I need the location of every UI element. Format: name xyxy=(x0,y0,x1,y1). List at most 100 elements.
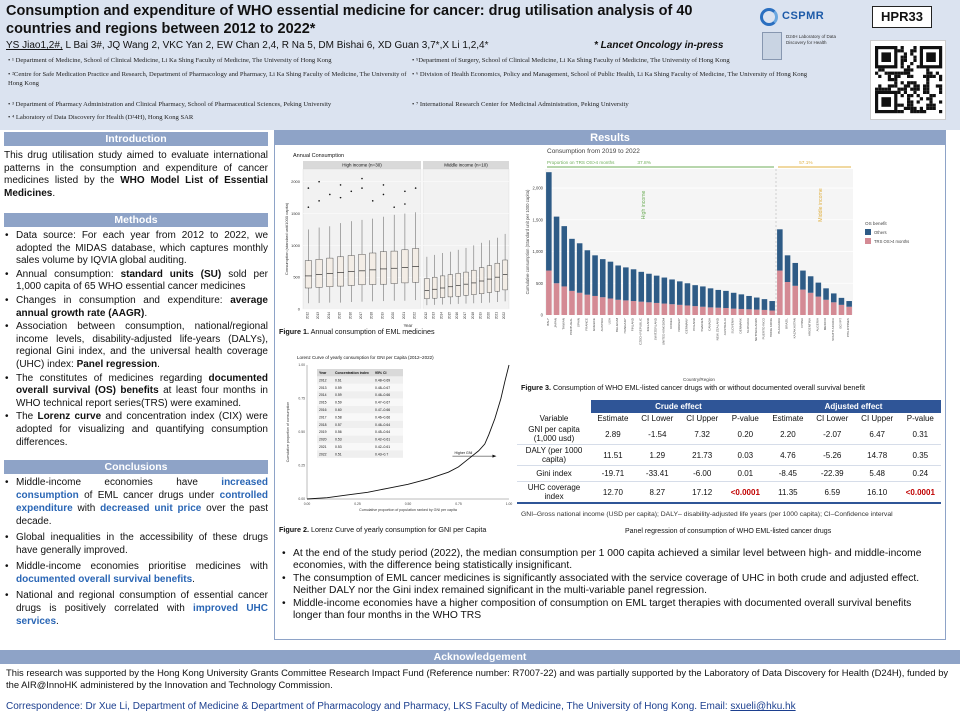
table-column-header: CI Upper xyxy=(861,414,894,423)
bar-trs xyxy=(730,308,737,315)
poster-header: Consumption and expenditure of WHO essen… xyxy=(0,0,960,130)
box xyxy=(326,257,334,287)
table-cell: 17.12 xyxy=(679,481,725,504)
correspondence: Correspondence: Dr Xue Li, Department of… xyxy=(6,701,796,712)
table-cell: 11.35 xyxy=(765,481,810,504)
bar-trs xyxy=(553,283,560,315)
y-tick-label: 500 xyxy=(536,281,544,286)
conclusion-item: Middle-income economies have increased c… xyxy=(4,476,268,528)
inset-cell: 0.46–0.66 xyxy=(375,393,390,397)
other-authors: L Bai 3#, JQ Wang 2, VKC Yan 2, EW Chan … xyxy=(62,40,489,51)
table-column-header: CI Upper xyxy=(686,414,719,423)
x-tick-label: PORTUGAL xyxy=(569,318,573,335)
bar-others xyxy=(800,270,806,290)
conclusion-item: National and regional consumption of ess… xyxy=(4,589,268,628)
inset-cell: 0.48–0.69 xyxy=(375,378,390,382)
outlier-point xyxy=(350,190,353,193)
crude-effect-header: Crude effect xyxy=(591,400,766,413)
y-tick-label: 0 xyxy=(298,307,301,312)
bar-others xyxy=(777,229,783,271)
facet-label: Middle income (n=10) xyxy=(444,163,488,168)
bar-others xyxy=(646,273,652,303)
email-link[interactable]: sxueli@hku.hk xyxy=(730,701,796,712)
box xyxy=(447,274,453,298)
first-author: YS Jiao1,2#, xyxy=(6,40,63,51)
x-tick-label: BELGIUM xyxy=(615,318,619,332)
methods-list: Data source: For each year from 2012 to … xyxy=(4,230,268,450)
bar-others xyxy=(715,289,722,308)
results-panel: Results Annual Consumption Consumption (s… xyxy=(274,130,946,640)
journal-note: * Lancet Oncology in-press xyxy=(594,40,724,51)
table-column-header: CI Lower xyxy=(816,414,849,423)
outlier-point xyxy=(382,184,385,186)
bar-trs xyxy=(715,307,722,315)
y-axis-label: Consumption (standard unit/1000 capita) xyxy=(284,202,289,275)
affiliation: • ²Centre for Safe Medication Practice a… xyxy=(8,71,407,87)
x-tick-label: KAZAKHSTAN xyxy=(792,318,796,338)
inset-cell: 2014 xyxy=(319,393,327,397)
table-cell: DALY (per 1000 capita) xyxy=(517,444,591,466)
x-tick-label: PUERTO RICO xyxy=(761,317,765,339)
bar-trs xyxy=(846,306,852,315)
bar-trs xyxy=(707,307,714,315)
table-cell: -5.26 xyxy=(809,444,855,466)
affiliation: • ³ Department of Pharmacy Administratio… xyxy=(8,101,332,108)
x-tick-label: 2021 xyxy=(402,312,406,319)
table-cell: -22.39 xyxy=(809,465,855,482)
table-cell: 11.51 xyxy=(591,444,635,466)
bar-others xyxy=(569,238,575,291)
y-tick-label: 1,000 xyxy=(533,249,544,254)
bar-others xyxy=(661,277,668,304)
y-tick-label: 1500 xyxy=(291,211,301,216)
figure2-caption: Figure 2. Lorenz Curve of yearly consump… xyxy=(279,525,487,534)
inset-cell: 2021 xyxy=(319,445,327,449)
bar-trs xyxy=(638,301,645,315)
outlier-point xyxy=(361,177,363,180)
table-cell: UHC coverage index xyxy=(517,481,591,504)
bar-others xyxy=(723,290,729,309)
acknowledgement-heading: Acknowledgement xyxy=(0,650,960,664)
poster-id-badge: HPR33 xyxy=(872,6,932,28)
bar-trs xyxy=(615,299,621,315)
bar-others xyxy=(807,276,814,293)
x-tick-label: CANADA xyxy=(708,317,712,331)
x-tick-label: 2015 xyxy=(447,312,451,319)
bar-others xyxy=(592,255,598,296)
table-cell: -19.71 xyxy=(591,465,635,482)
x-tick-label: ITALY xyxy=(546,318,550,326)
chart-title: Annual Consumption xyxy=(293,153,344,159)
y-tick-label: 500 xyxy=(293,275,300,280)
inset-cell: 0.42–0.61 xyxy=(375,438,390,442)
x-tick-label: 2016 xyxy=(455,312,459,319)
bar-trs xyxy=(653,302,660,315)
bar-trs xyxy=(599,297,606,315)
y-tick-label: 0.25 xyxy=(298,464,305,468)
x-tick-label: 2014 xyxy=(440,312,444,319)
table-cell: Gini index xyxy=(517,465,591,482)
bar-others xyxy=(761,299,768,310)
bar-others xyxy=(753,297,760,310)
bar-others xyxy=(553,216,560,284)
method-item: Changes in consumption and expenditure: … xyxy=(4,295,268,320)
box xyxy=(439,275,446,298)
x-tick-label: HUNGARY xyxy=(623,318,627,333)
table-header-row: Variable Estimate CI Lower CI Upper P-value E… xyxy=(517,413,941,424)
affiliation: • ⁵Department of Surgery, School of Clin… xyxy=(412,57,730,64)
x-tick-label: 1.00 xyxy=(506,502,513,506)
x-tick-label: 2022 xyxy=(502,312,506,319)
box xyxy=(401,249,409,284)
x-tick-label: ARGENTINA xyxy=(808,317,812,336)
chart-title: Lorenz Curve of yearly consumption for G… xyxy=(297,355,434,360)
inset-cell: 2016 xyxy=(319,408,327,412)
inset-header: 95% CI xyxy=(375,371,387,375)
outlier-point xyxy=(371,200,374,202)
x-tick-label: 2019 xyxy=(380,312,384,319)
bar-trs xyxy=(569,290,575,315)
x-tick-label: CZECH REPUBLIC xyxy=(638,317,642,345)
qr-code-icon[interactable] xyxy=(870,40,946,120)
outlier-point xyxy=(361,187,363,189)
box xyxy=(412,248,420,283)
inset-cell: 0.46–0.66 xyxy=(375,415,390,419)
bar-others xyxy=(692,285,698,307)
bar-others xyxy=(846,301,852,307)
